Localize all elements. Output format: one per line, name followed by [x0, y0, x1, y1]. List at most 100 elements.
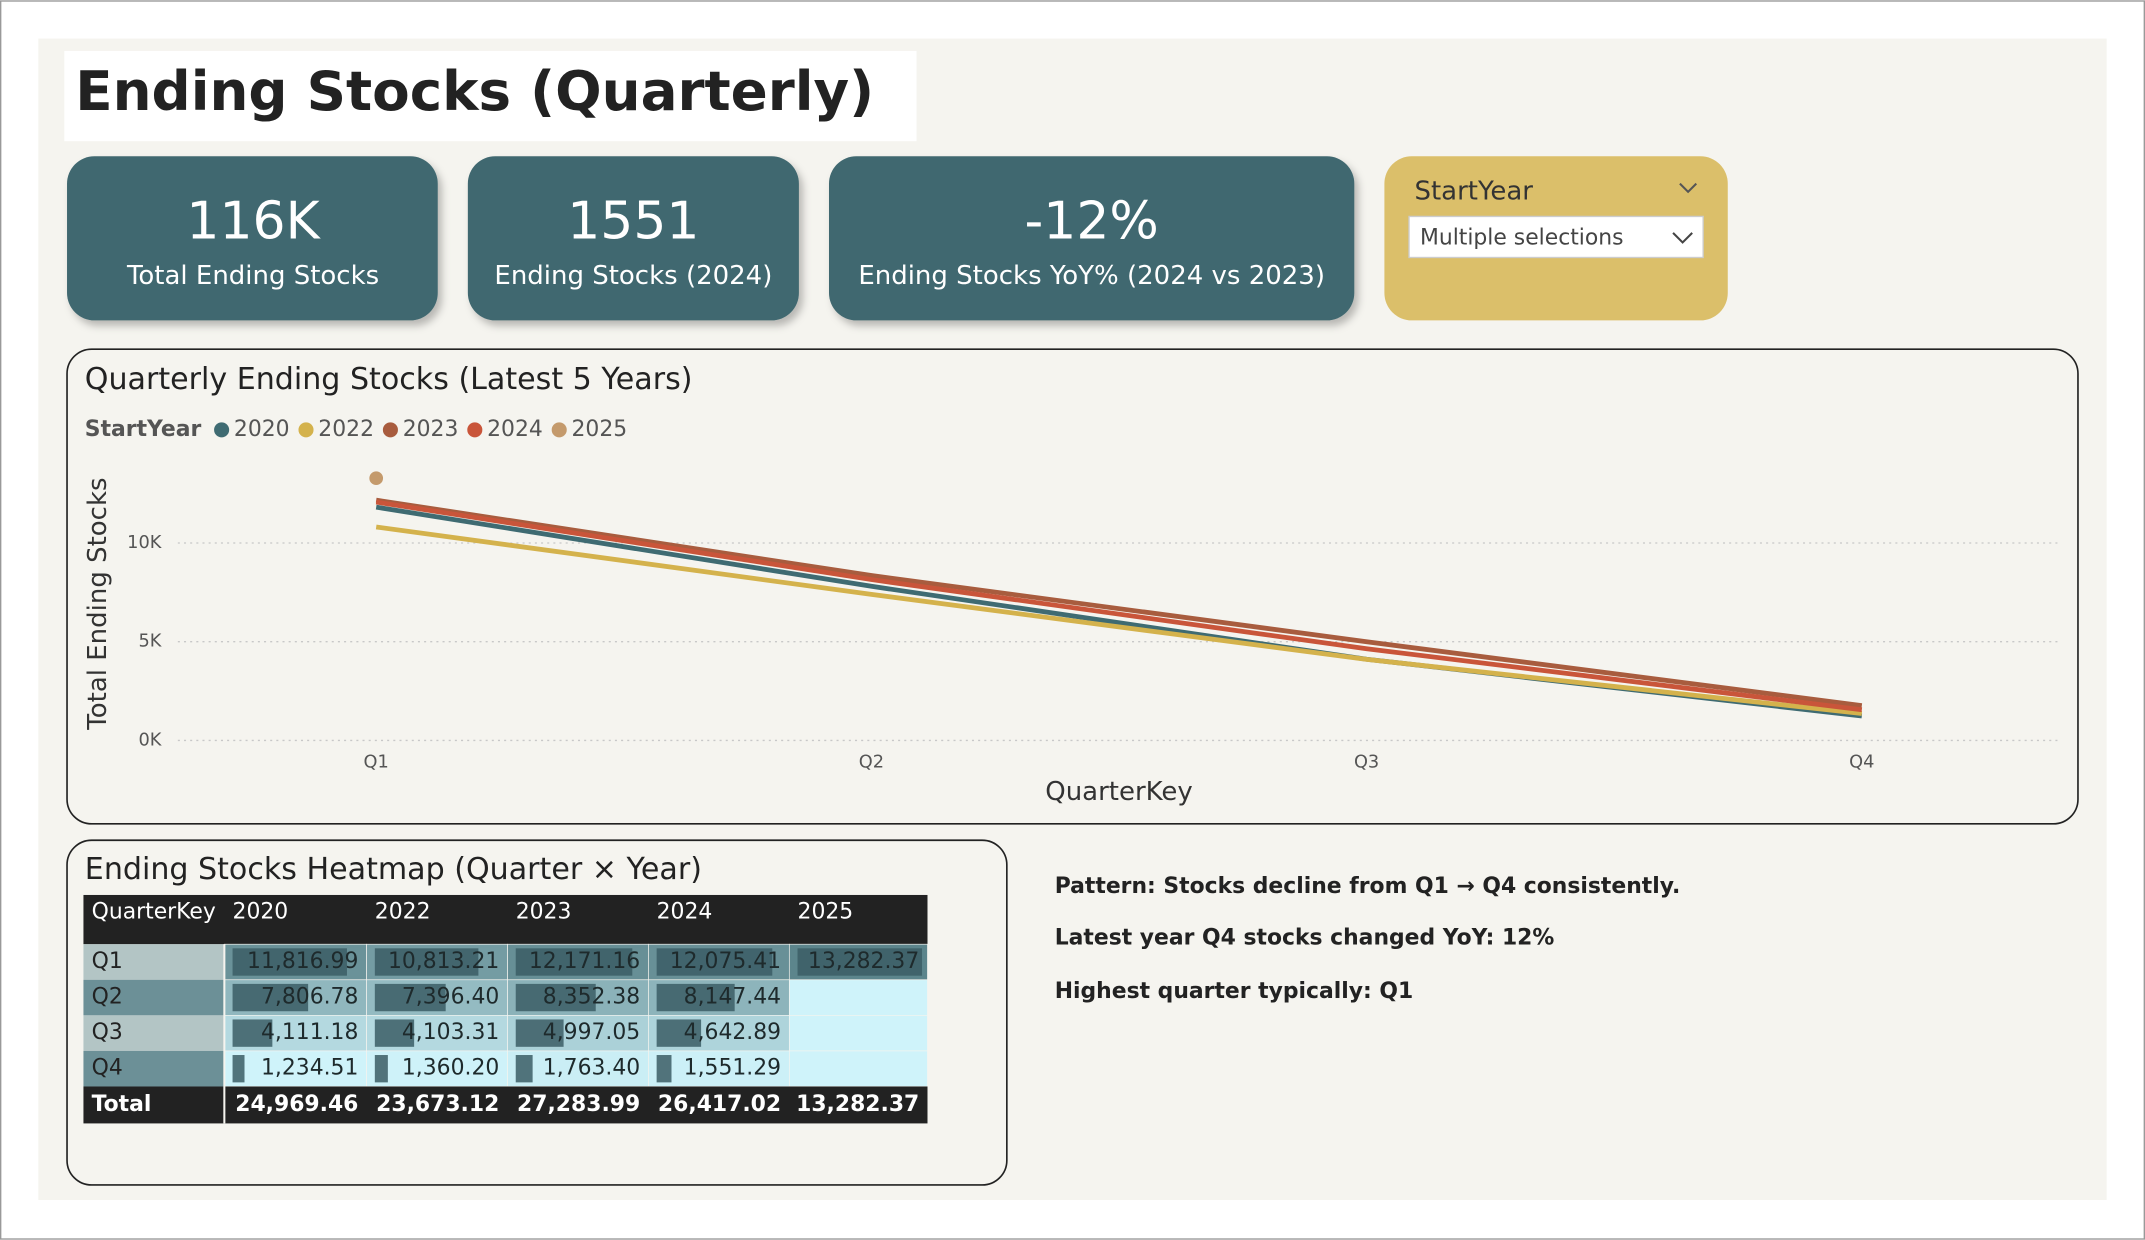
y-tick-label: 10K — [127, 532, 163, 553]
x-axis-label: QuarterKey — [1045, 777, 1193, 807]
slicer-dropdown[interactable] — [1408, 215, 1704, 259]
total-value: 23,673.12 — [376, 1092, 499, 1117]
data-bar — [797, 948, 923, 976]
table-header — [83, 894, 928, 945]
data-bar — [656, 948, 773, 976]
cell — [366, 1050, 508, 1087]
kpi-label: Total Ending Stocks — [126, 261, 379, 291]
cell — [788, 1050, 928, 1087]
series-line — [375, 497, 1863, 708]
legend-label: 2023 — [403, 417, 459, 442]
cell — [788, 1015, 928, 1052]
heatmap-title: Ending Stocks Heatmap (Quarter × Year) — [85, 852, 702, 887]
cell-value: 13,282.37 — [808, 949, 919, 974]
legend-marker — [551, 422, 567, 438]
row-header: Q4 — [92, 1056, 123, 1081]
data-bar — [374, 983, 446, 1012]
series-line — [375, 524, 1863, 716]
column-header: 2023 — [516, 900, 572, 925]
column-header: 2025 — [798, 900, 854, 925]
cell-value: 1,234.51 — [261, 1056, 358, 1081]
kpi-value: 1551 — [567, 192, 699, 252]
legend-marker — [382, 422, 398, 438]
page-title: Ending Stocks (Quarterly) — [75, 59, 874, 123]
cell-value: 4,111.18 — [261, 1020, 358, 1045]
y-tick-label: 0K — [138, 729, 162, 750]
total-value: 27,283.99 — [517, 1092, 640, 1117]
cell-value: 12,075.41 — [670, 949, 781, 974]
title-box — [64, 50, 917, 142]
cell-value: 10,813.21 — [388, 949, 499, 974]
cell-value: 1,360.20 — [402, 1056, 499, 1081]
data-bar — [515, 1055, 533, 1083]
x-tick-label: Q1 — [364, 751, 389, 772]
data-bar — [374, 1055, 388, 1083]
note: Pattern: Stocks decline from Q1 → Q4 con… — [1055, 874, 1681, 899]
legend-label: 2024 — [487, 417, 543, 442]
row-header: Q1 — [92, 949, 123, 974]
data-bar — [374, 948, 479, 976]
row-header: Q2 — [92, 985, 123, 1010]
data-bar — [515, 1019, 564, 1047]
point — [369, 471, 384, 486]
slicer-selection[interactable]: Multiple selections — [1420, 225, 1624, 250]
legend-label: 2020 — [234, 417, 290, 442]
legend-marker — [214, 422, 230, 438]
cell-value: 8,147.44 — [684, 985, 781, 1010]
slicer-title: StartYear — [1414, 176, 1533, 206]
data-bar — [232, 948, 347, 976]
chart-title: Quarterly Ending Stocks (Latest 5 Years) — [85, 362, 693, 397]
cell-value: 7,396.40 — [402, 985, 499, 1010]
kpi-card — [828, 156, 1355, 321]
data-bar — [515, 948, 633, 976]
cell-value: 7,806.78 — [261, 985, 358, 1010]
cell-value: 12,171.16 — [529, 949, 640, 974]
legend-marker — [298, 422, 314, 438]
cell — [788, 979, 928, 1016]
kpi-value: -12% — [1025, 192, 1159, 252]
cell-value: 8,352.38 — [543, 985, 640, 1010]
cell-value: 4,997.05 — [543, 1020, 640, 1045]
y-axis-label: Total Ending Stocks — [83, 477, 113, 730]
kpi-value: 116K — [186, 192, 321, 252]
data-bar — [656, 983, 735, 1012]
column-header: QuarterKey — [92, 900, 216, 925]
legend-marker — [467, 422, 483, 438]
legend-label: 2022 — [318, 417, 374, 442]
row-header-cell — [83, 979, 225, 1016]
y-tick-label: 5K — [138, 631, 162, 652]
x-tick-label: Q2 — [859, 751, 884, 772]
cell-value: 1,763.40 — [543, 1056, 640, 1081]
data-bar — [515, 983, 596, 1012]
data-bar — [232, 1019, 273, 1047]
note: Latest year Q4 stocks changed YoY: 12% — [1055, 926, 1555, 951]
legend-title: StartYear — [85, 417, 202, 442]
data-bar — [374, 1019, 415, 1047]
note: Highest quarter typically: Q1 — [1055, 979, 1413, 1004]
cell-value: 1,551.29 — [684, 1056, 781, 1081]
dropdown-chevron[interactable] — [1672, 232, 1693, 244]
kpi-card — [67, 156, 438, 321]
series-line — [375, 499, 1863, 713]
total-label: Total — [92, 1092, 152, 1117]
kpi-label: Ending Stocks YoY% (2024 vs 2023) — [858, 261, 1325, 291]
data-bar — [232, 1055, 245, 1083]
row-header-cell — [83, 944, 225, 980]
row-header: Q3 — [92, 1020, 123, 1045]
column-header: 2022 — [375, 900, 431, 925]
chart-card — [66, 348, 2079, 825]
total-value: 13,282.37 — [796, 1092, 919, 1117]
row-header-cell — [83, 1015, 225, 1051]
total-value: 24,969.46 — [235, 1092, 358, 1117]
slicer-chevron[interactable] — [1679, 182, 1698, 194]
total-value: 26,417.02 — [658, 1092, 781, 1117]
legend-label: 2025 — [572, 417, 628, 442]
cell-value: 11,816.99 — [247, 949, 358, 974]
kpi-card — [467, 156, 799, 321]
row-header-cell — [83, 1050, 225, 1087]
cell — [648, 1050, 790, 1087]
data-bar — [232, 983, 309, 1012]
x-tick-label: Q4 — [1849, 751, 1874, 772]
